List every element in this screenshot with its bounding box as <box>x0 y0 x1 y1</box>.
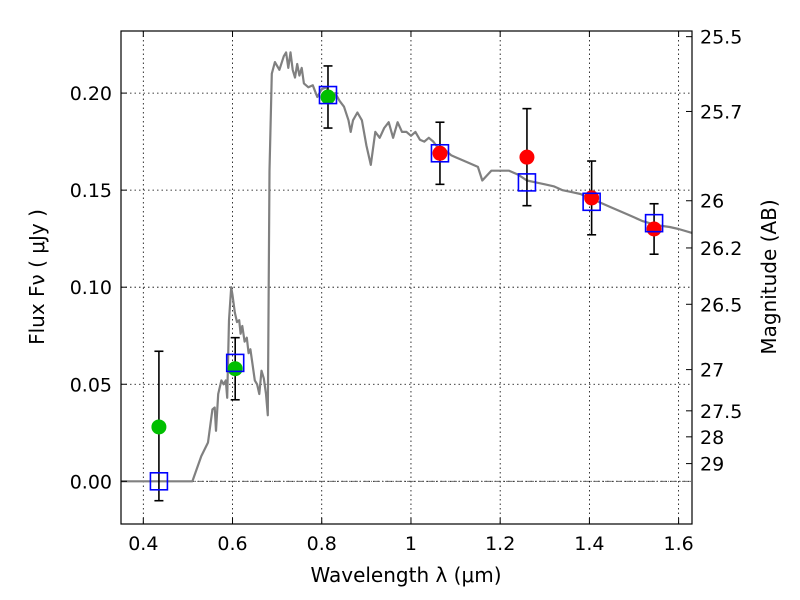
x-tick-label: 1 <box>405 533 417 555</box>
x-tick-label: 0.4 <box>128 533 158 555</box>
model-square <box>582 192 601 212</box>
y2-tick-label: 29 <box>700 454 724 476</box>
model-square <box>430 143 450 163</box>
data-point <box>519 149 535 165</box>
x-tick-label: 1.4 <box>574 533 604 555</box>
grid <box>121 31 692 524</box>
x-tick-label: 0.8 <box>307 533 337 555</box>
y2-tick-label: 25.5 <box>700 27 742 49</box>
y2-tick-label: 26.2 <box>700 238 742 260</box>
y-tick-label: 0.00 <box>70 471 112 493</box>
data-point <box>584 190 600 206</box>
model-square <box>517 173 537 192</box>
model-square <box>644 213 664 233</box>
y2-tick-label: 27.5 <box>700 401 742 423</box>
y2-tick-label: 26 <box>700 191 724 213</box>
x-tick-label: 1.2 <box>485 533 515 555</box>
y2-tick-label: 28 <box>700 427 724 449</box>
y-tick-label: 0.05 <box>70 374 112 396</box>
model-spectrum <box>121 51 693 483</box>
y2-tick-label: 25.7 <box>700 101 742 123</box>
spectrum-line <box>121 51 693 483</box>
model-square <box>225 353 245 373</box>
data-points <box>151 89 662 435</box>
model-photometry <box>149 85 664 491</box>
y-axis-label: Flux Fν ( μJy ) <box>25 209 49 345</box>
y-tick-label: 0.10 <box>70 277 112 299</box>
x-axis-label: Wavelength λ (μm) <box>310 563 501 587</box>
data-point <box>646 221 662 237</box>
y-tick-label: 0.20 <box>70 83 112 105</box>
data-point <box>151 419 167 435</box>
model-square <box>149 471 169 491</box>
data-point <box>227 361 243 377</box>
data-point <box>320 89 336 105</box>
model-square <box>318 85 338 105</box>
y-tick-label: 0.15 <box>70 180 112 202</box>
data-point <box>432 145 448 161</box>
y2-tick-label: 27 <box>700 360 724 382</box>
x-tick-label: 0.6 <box>217 533 247 555</box>
plot-frame <box>120 30 693 525</box>
y2-tick-label: 26.5 <box>700 294 742 316</box>
axis-ticks: 0.4 0.6 0.8 1 1.2 1.4 1.6 0.00 0.05 0.10 0.15 0.20 2… <box>70 27 743 555</box>
x-tick-label: 1.6 <box>664 533 694 555</box>
y2-axis-label: Magnitude (AB) <box>757 199 781 354</box>
